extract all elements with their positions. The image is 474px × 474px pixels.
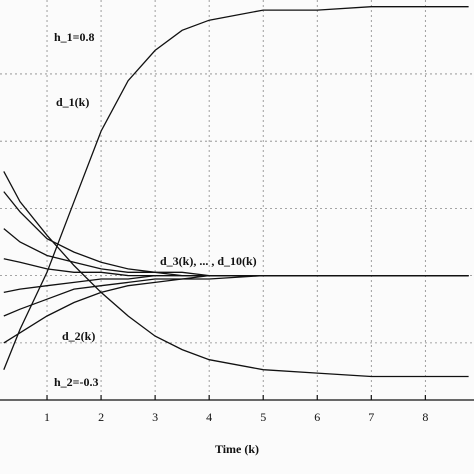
annotation: h_1=0.8	[54, 30, 95, 44]
x-tick-label: 5	[260, 410, 266, 424]
x-tick-label: 8	[422, 410, 428, 424]
annotation: d_2(k)	[62, 329, 95, 343]
x-axis-label: Time (k)	[215, 442, 259, 456]
x-tick-label: 1	[44, 410, 50, 424]
x-tick-label: 2	[98, 410, 104, 424]
series-line	[3, 274, 469, 344]
annotation: h_2=-0.3	[54, 375, 99, 389]
x-tick-label: 3	[152, 410, 158, 424]
annotation: d_3(k), ... , d_10(k)	[160, 254, 257, 268]
series-line	[3, 6, 469, 370]
x-tick-label: 7	[368, 410, 374, 424]
annotation: d_1(k)	[56, 95, 89, 109]
x-tick-label: 6	[314, 410, 320, 424]
x-tick-label: 4	[206, 410, 212, 424]
